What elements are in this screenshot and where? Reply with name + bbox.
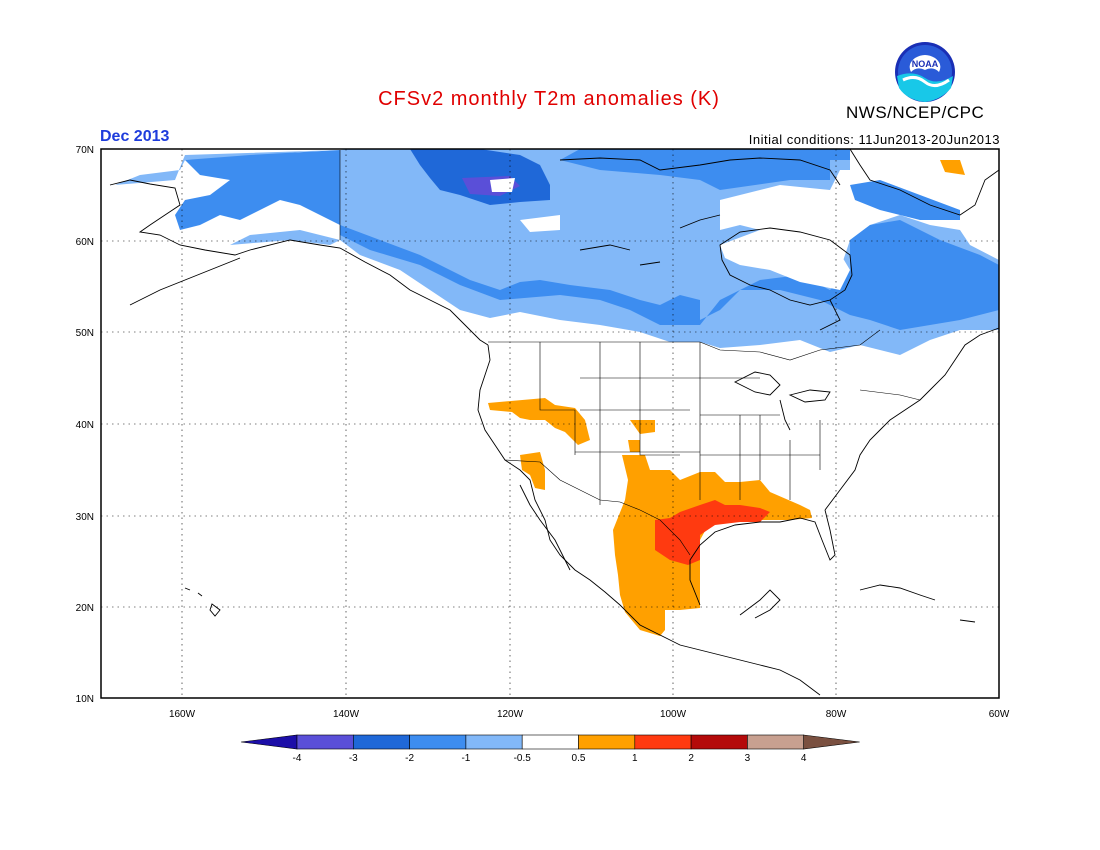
lon-label-100w: 100W <box>660 709 687 720</box>
colorbar-segment <box>634 734 692 750</box>
colorbar-segment <box>409 734 467 750</box>
colorbar-tick-label: 2 <box>688 753 694 764</box>
lat-label-10n: 10N <box>76 694 94 705</box>
colorbar-segment <box>521 734 579 750</box>
warm-anomaly-texas-core <box>655 500 770 565</box>
lat-label-50n: 50N <box>76 328 94 339</box>
lon-label-80w: 80W <box>826 709 847 720</box>
colorbar-tick-label: 0.5 <box>572 753 586 764</box>
lat-label-40n: 40N <box>76 420 94 431</box>
hudson-bay-gap <box>720 230 850 290</box>
colorbar-segment <box>465 734 523 750</box>
forecast-period: Dec 2013 <box>100 128 170 145</box>
map-frame <box>100 148 1000 699</box>
colorbar-segment <box>690 734 748 750</box>
colorbar-segment <box>747 734 805 750</box>
greenland-blue <box>850 180 960 220</box>
cold-anomaly-region-light <box>115 149 999 355</box>
agency-label: NWS/NCEP/CPC <box>846 103 985 122</box>
colorbar-tick-label: -1 <box>461 753 470 764</box>
greenland-tip <box>940 160 965 175</box>
noaa-logo-icon: NOAA <box>895 42 955 102</box>
map-field <box>115 149 999 636</box>
warm-anomaly-south <box>613 455 812 636</box>
lon-label-60w: 60W <box>989 709 1010 720</box>
lat-label-20n: 20N <box>76 603 94 614</box>
lat-label-70n: 70N <box>76 145 94 156</box>
lat-label-60n: 60N <box>76 237 94 248</box>
colorbar: -4 -3 -2 -1 -0.5 0.5 1 2 3 4 <box>240 734 860 764</box>
lat-label-30n: 30N <box>76 512 94 523</box>
cold-anomaly-region-medium <box>175 149 999 330</box>
map-title: CFSv2 monthly T2m anomalies (K) <box>378 88 720 110</box>
coastlines <box>109 148 1000 696</box>
colorbar-tick-label: 3 <box>745 753 751 764</box>
colorbar-tick-label: 4 <box>801 753 807 764</box>
noaa-logo-text: NOAA <box>912 59 939 69</box>
colorbar-tick-label: -2 <box>405 753 414 764</box>
cold-anomaly-region-deep <box>410 149 550 205</box>
initial-conditions: Initial conditions: 11Jun2013-20Jun2013 <box>748 132 1000 147</box>
colorbar-segment <box>240 734 298 750</box>
colorbar-segment <box>352 734 410 750</box>
lon-label-140w: 140W <box>333 709 360 720</box>
colorbar-segment <box>296 734 354 750</box>
colorbar-tick-label: 1 <box>632 753 638 764</box>
colorbar-segment <box>578 734 636 750</box>
colorbar-tick-label: -0.5 <box>514 753 532 764</box>
lon-label-160w: 160W <box>169 709 196 720</box>
colorbar-segment <box>803 734 860 750</box>
lon-label-120w: 120W <box>497 709 524 720</box>
political-borders <box>339 150 921 556</box>
graticule <box>101 149 999 698</box>
longitude-labels: 160W 140W 120W 100W 80W 60W <box>169 709 1010 720</box>
colorbar-tick-label: -3 <box>349 753 358 764</box>
colorbar-tick-label: -4 <box>293 753 302 764</box>
latitude-labels: 70N 60N 50N 40N 30N 20N 10N <box>76 145 94 705</box>
